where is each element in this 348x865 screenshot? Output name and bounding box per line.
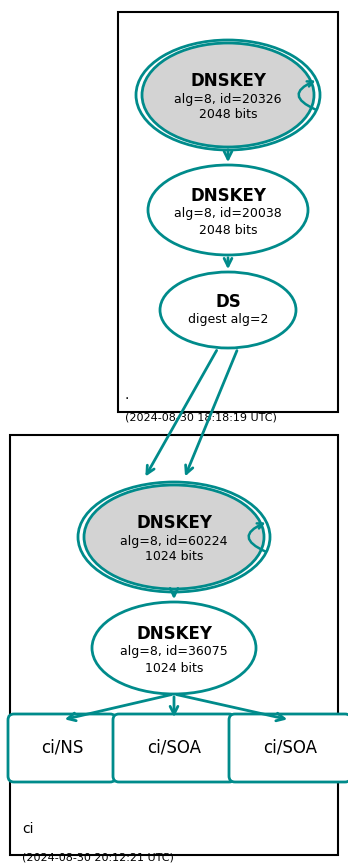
- Text: 1024 bits: 1024 bits: [145, 662, 203, 675]
- FancyBboxPatch shape: [113, 714, 235, 782]
- Text: alg=8, id=36075: alg=8, id=36075: [120, 645, 228, 658]
- Ellipse shape: [84, 485, 264, 589]
- Text: digest alg=2: digest alg=2: [188, 313, 268, 326]
- Text: (2024-08-30 18:18:19 UTC): (2024-08-30 18:18:19 UTC): [125, 412, 277, 422]
- Ellipse shape: [160, 272, 296, 348]
- Text: ci/NS: ci/NS: [41, 739, 83, 757]
- Bar: [118, 12, 338, 412]
- FancyBboxPatch shape: [8, 714, 116, 782]
- Text: alg=8, id=20038: alg=8, id=20038: [174, 208, 282, 221]
- Text: .: .: [125, 388, 129, 402]
- FancyBboxPatch shape: [229, 714, 348, 782]
- Text: DNSKEY: DNSKEY: [190, 72, 266, 90]
- Ellipse shape: [148, 165, 308, 255]
- Ellipse shape: [92, 602, 256, 694]
- Ellipse shape: [142, 43, 314, 147]
- Text: DNSKEY: DNSKEY: [136, 514, 212, 532]
- Text: ci/SOA: ci/SOA: [263, 739, 317, 757]
- Text: ci/SOA: ci/SOA: [147, 739, 201, 757]
- Text: DNSKEY: DNSKEY: [136, 625, 212, 643]
- Text: alg=8, id=60224: alg=8, id=60224: [120, 535, 228, 548]
- Text: 2048 bits: 2048 bits: [199, 223, 257, 236]
- Text: ci: ci: [22, 822, 33, 836]
- Text: alg=8, id=20326: alg=8, id=20326: [174, 93, 282, 106]
- Text: (2024-08-30 20:12:21 UTC): (2024-08-30 20:12:21 UTC): [22, 852, 174, 862]
- Text: 1024 bits: 1024 bits: [145, 550, 203, 563]
- Text: DS: DS: [215, 293, 241, 311]
- Text: DNSKEY: DNSKEY: [190, 187, 266, 205]
- Bar: [10, 435, 338, 855]
- Text: 2048 bits: 2048 bits: [199, 108, 257, 121]
